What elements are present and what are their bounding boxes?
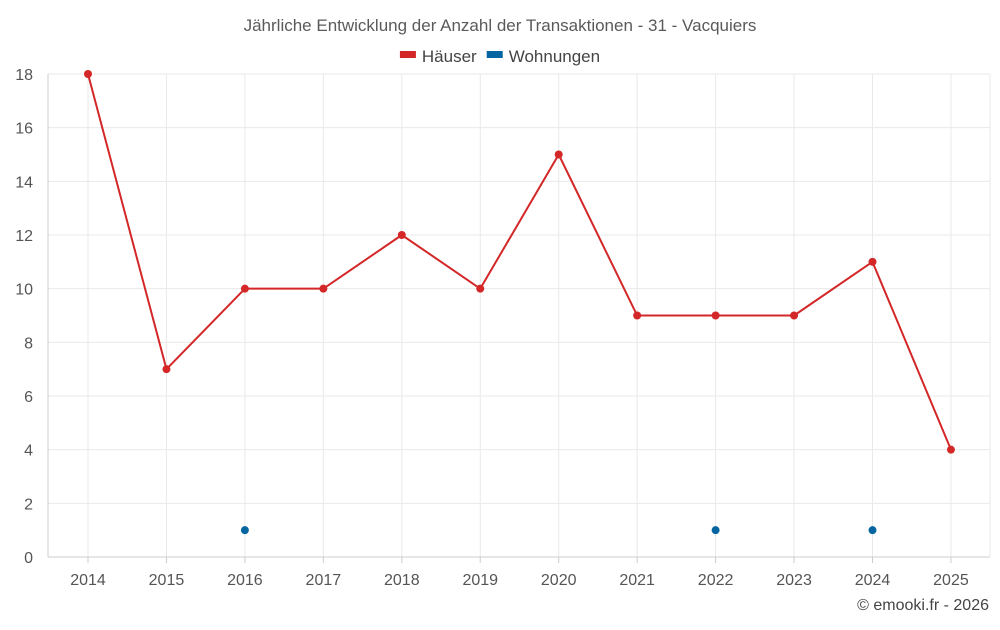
data-point bbox=[240, 284, 249, 293]
x-tick-label: 2016 bbox=[227, 572, 263, 589]
data-point bbox=[476, 284, 485, 293]
data-point bbox=[162, 365, 171, 374]
x-tick-label: 2024 bbox=[855, 572, 891, 589]
y-tick-label: 8 bbox=[24, 335, 33, 352]
data-point bbox=[868, 257, 877, 266]
data-point bbox=[790, 311, 799, 320]
x-tick-label: 2015 bbox=[149, 572, 185, 589]
legend-swatch bbox=[399, 51, 416, 58]
x-tick-label: 2014 bbox=[70, 572, 106, 589]
chart-title: Jährliche Entwicklung der Anzahl der Tra… bbox=[244, 16, 757, 35]
y-tick-label: 0 bbox=[24, 550, 33, 567]
x-tick-label: 2022 bbox=[698, 572, 734, 589]
data-point bbox=[711, 311, 720, 320]
y-tick-label: 2 bbox=[24, 496, 33, 513]
x-tick-label: 2020 bbox=[541, 572, 577, 589]
x-tick-label: 2019 bbox=[462, 572, 498, 589]
x-axis-ticks: 2014 2015 2016 2017 2018 2019 2020 2021 2022 2023… bbox=[70, 572, 969, 589]
y-tick-label: 6 bbox=[24, 389, 33, 406]
y-tick-label: 10 bbox=[15, 282, 33, 299]
data-point bbox=[554, 150, 563, 159]
y-tick-label: 16 bbox=[15, 121, 33, 138]
legend-label: Häuser bbox=[422, 47, 477, 66]
x-tick-label: 2025 bbox=[933, 572, 969, 589]
axes bbox=[47, 74, 990, 563]
legend-item-häuser: Häuser bbox=[399, 47, 477, 66]
data-point bbox=[946, 445, 955, 454]
data-point bbox=[633, 311, 642, 320]
x-tick-label: 2021 bbox=[619, 572, 655, 589]
credit-text: © emooki.fr - 2026 bbox=[857, 597, 989, 614]
y-tick-label: 4 bbox=[24, 443, 33, 460]
series-line bbox=[87, 73, 952, 451]
data-point bbox=[240, 526, 249, 535]
data-point bbox=[711, 526, 720, 535]
series-wohnungen bbox=[240, 526, 877, 535]
legend-swatch bbox=[486, 51, 503, 58]
y-tick-label: 12 bbox=[15, 228, 33, 245]
y-tick-label: 18 bbox=[15, 67, 33, 84]
y-tick-label: 14 bbox=[15, 174, 33, 191]
x-tick-label: 2017 bbox=[306, 572, 342, 589]
data-point bbox=[397, 231, 406, 239]
x-tick-label: 2023 bbox=[776, 572, 812, 589]
x-tick-label: 2018 bbox=[384, 572, 420, 589]
grid bbox=[48, 73, 991, 557]
legend-item-wohnungen: Wohnungen bbox=[486, 47, 600, 66]
y-axis-ticks: 0 2 4 6 8 10 12 14 16 18 bbox=[15, 67, 33, 567]
series-häuser bbox=[84, 70, 955, 454]
data-point bbox=[84, 70, 92, 78]
data-point bbox=[868, 526, 877, 535]
data-point bbox=[319, 284, 328, 293]
legend-label: Wohnungen bbox=[509, 47, 600, 66]
series-layer bbox=[84, 70, 955, 535]
legend: Häuser Wohnungen bbox=[399, 47, 600, 66]
